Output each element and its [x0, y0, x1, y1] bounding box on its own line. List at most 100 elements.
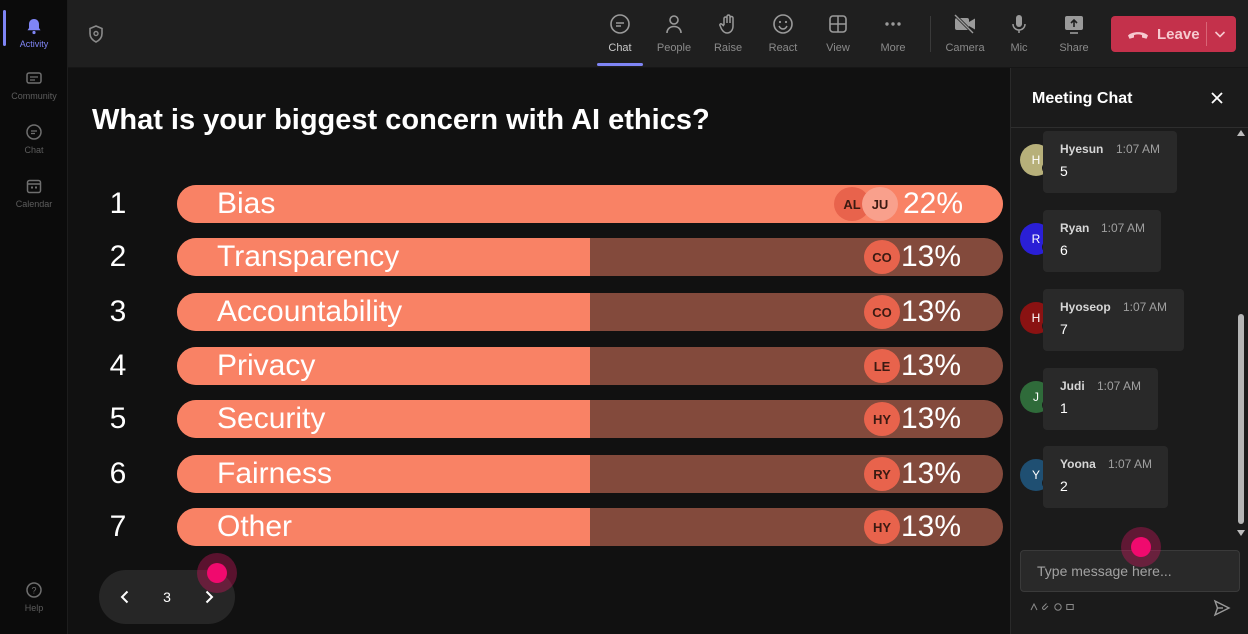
meeting-chat-panel: Meeting Chat H Hyesun 1:07 AM 5 R Ryan 1:07 AM…: [1010, 68, 1248, 634]
attach-icon[interactable]: [1042, 603, 1050, 611]
rail-item-help[interactable]: ? Help: [0, 570, 68, 622]
shield-icon[interactable]: [86, 24, 106, 44]
option-number: 6: [109, 457, 127, 490]
option-label: Transparency: [217, 240, 400, 273]
toolbar-view-button[interactable]: View: [812, 8, 864, 62]
format-icon[interactable]: [1030, 603, 1038, 611]
message-bubble[interactable]: Hyesun 1:07 AM 5: [1043, 131, 1177, 193]
sender-name: Judi: [1060, 379, 1085, 393]
option-percent: 13%: [901, 240, 962, 273]
poll-stage: What is your biggest concern with AI eth…: [68, 68, 1010, 634]
calendar-icon: [24, 176, 44, 196]
toolbar-label: Raise: [713, 42, 743, 54]
voter-avatar: HY: [864, 402, 900, 436]
message-timestamp: 1:07 AM: [1123, 300, 1168, 314]
chat-icon: [24, 122, 44, 142]
option-percent: 13%: [901, 510, 962, 543]
view-grid-icon: [826, 12, 850, 36]
result-bar-fill: [177, 400, 590, 438]
people-icon: [662, 12, 686, 36]
option-number: 7: [109, 510, 127, 543]
voter-avatar: CO: [864, 240, 900, 274]
poll-option-row: 3 Accountability CO 13%: [68, 293, 1010, 331]
option-percent: 13%: [901, 402, 962, 435]
rail-item-activity[interactable]: Activity: [0, 6, 68, 58]
rail-item-community[interactable]: Community: [0, 58, 68, 110]
chevron-right-icon[interactable]: [201, 589, 217, 605]
option-percent: 13%: [901, 349, 962, 382]
app-rail: Activity Community Chat Calendar ? Help: [0, 0, 68, 634]
toolbar-chat-button[interactable]: Chat: [594, 8, 646, 62]
message-input[interactable]: [1021, 551, 1239, 591]
message-text: 6: [1060, 242, 1068, 258]
more-icon: [881, 12, 905, 36]
poll-option-row: 5 Security HY 13%: [68, 400, 1010, 438]
toolbar-mic-button[interactable]: Mic: [993, 8, 1045, 62]
chat-message: J Judi 1:07 AM 1: [1011, 368, 1239, 432]
toolbar-divider: [930, 16, 931, 52]
option-percent: 22%: [903, 187, 964, 220]
option-percent: 13%: [901, 295, 962, 328]
result-bar-fill: [177, 455, 590, 493]
toolbar-people-button[interactable]: People: [648, 8, 700, 62]
toolbar-share-button[interactable]: Share: [1048, 8, 1100, 62]
chat-divider: [1011, 127, 1248, 128]
chat-scrollbar[interactable]: [1235, 128, 1247, 542]
format-toolbar: [1030, 603, 1074, 611]
chat-message: H Hyoseop 1:07 AM 7: [1011, 289, 1239, 353]
result-bar-track: [177, 455, 1003, 493]
chat-title: Meeting Chat: [1032, 90, 1133, 107]
result-bar-track: [177, 400, 1003, 438]
voter-avatar: RY: [864, 457, 900, 491]
sender-name: Hyoseop: [1060, 300, 1111, 314]
option-number: 1: [109, 187, 127, 220]
voter-avatar: CO: [864, 295, 900, 329]
raise-hand-icon: [716, 12, 740, 36]
community-icon: [24, 68, 44, 88]
toolbar-more-button[interactable]: More: [867, 8, 919, 62]
message-timestamp: 1:07 AM: [1108, 457, 1153, 471]
result-bar-track: [177, 508, 1003, 546]
rail-label: Chat: [24, 144, 44, 155]
rail-label: Community: [11, 90, 57, 101]
toolbar-camera-button[interactable]: Camera: [939, 8, 991, 62]
rail-item-calendar[interactable]: Calendar: [0, 166, 68, 218]
scrollbar-thumb[interactable]: [1238, 314, 1244, 524]
message-timestamp: 1:07 AM: [1097, 379, 1142, 393]
send-icon[interactable]: [1213, 599, 1231, 617]
close-icon[interactable]: [1209, 90, 1225, 106]
message-bubble[interactable]: Ryan 1:07 AM 6: [1043, 210, 1161, 272]
result-bar-fill: [177, 508, 590, 546]
message-text: 5: [1060, 163, 1068, 179]
rail-label: Calendar: [15, 198, 53, 209]
chevron-left-icon[interactable]: [117, 589, 133, 605]
meeting-toolbar: Chat People Raise React View More C: [68, 0, 1248, 68]
leave-label: Leave: [1157, 25, 1200, 43]
leave-button[interactable]: Leave: [1111, 16, 1236, 52]
emoji-icon[interactable]: [1054, 603, 1062, 611]
toolbar-react-button[interactable]: React: [757, 8, 809, 62]
toolbar-raise-button[interactable]: Raise: [702, 8, 754, 62]
chat-composer[interactable]: [1020, 550, 1240, 592]
message-bubble[interactable]: Judi 1:07 AM 1: [1043, 368, 1158, 430]
rail-item-chat[interactable]: Chat: [0, 112, 68, 164]
toolbar-label: Share: [1059, 42, 1089, 54]
result-bar-fill: [177, 238, 590, 276]
message-bubble[interactable]: Yoona 1:07 AM 2: [1043, 446, 1168, 508]
chevron-down-icon[interactable]: [1213, 27, 1227, 41]
message-timestamp: 1:07 AM: [1116, 142, 1161, 156]
message-timestamp: 1:07 AM: [1101, 221, 1146, 235]
toolbar-label: React: [768, 42, 798, 54]
option-label: Fairness: [217, 457, 333, 490]
pointer-indicator: [1121, 527, 1161, 567]
option-number: 5: [109, 402, 127, 435]
gif-icon[interactable]: [1066, 603, 1074, 611]
scroll-up-arrow-icon[interactable]: [1237, 130, 1245, 136]
result-bar-fill: [177, 293, 590, 331]
toolbar-label: Camera: [945, 42, 985, 54]
scroll-down-arrow-icon[interactable]: [1237, 530, 1245, 536]
poll-option-row: 2 Transparency CO 13%: [68, 238, 1010, 276]
chat-message: Y Yoona 1:07 AM 2: [1011, 446, 1239, 510]
message-bubble[interactable]: Hyoseop 1:07 AM 7: [1043, 289, 1184, 351]
camera-off-icon: [953, 12, 977, 36]
